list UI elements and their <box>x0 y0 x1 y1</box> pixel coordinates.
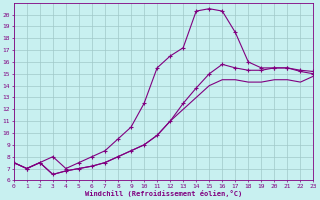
X-axis label: Windchill (Refroidissement éolien,°C): Windchill (Refroidissement éolien,°C) <box>85 190 242 197</box>
